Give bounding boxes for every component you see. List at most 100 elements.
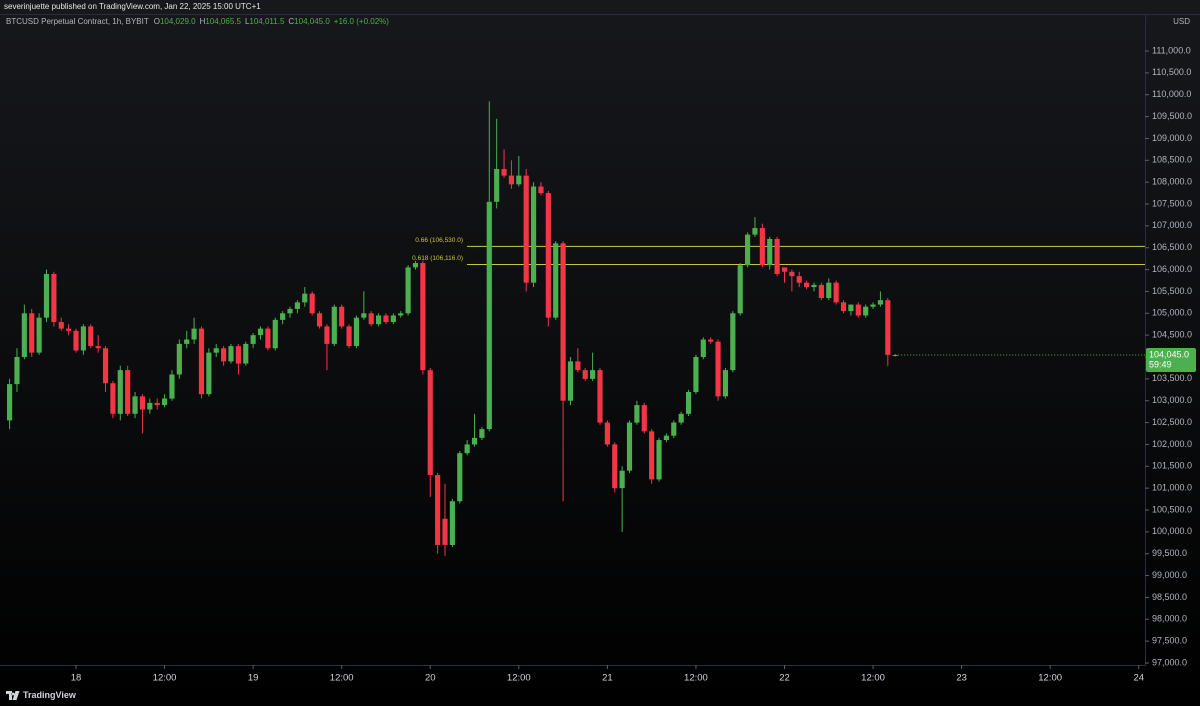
candle-body [102,348,109,384]
x-tick-label: 19 [248,673,259,684]
candle-body [206,352,212,395]
y-tick-label: 111,000.0 [1152,45,1191,55]
y-tick-label: 103,500.0 [1152,373,1192,383]
currency-label: USD [1173,17,1190,26]
candle-body [781,267,788,272]
candle-body [693,357,699,392]
candle-body [649,431,655,480]
candle-body [678,413,684,423]
candle-body [471,437,478,445]
readout-key: H [199,17,206,26]
y-tick-label: 99,500.0 [1152,548,1187,558]
candle-body [427,370,433,476]
candle-body [848,304,854,312]
y-tick-label: 102,500.0 [1152,417,1192,427]
x-tick-label: 12:00 [330,673,354,684]
x-tick-label: 12:00 [507,673,531,684]
candle-body [486,201,492,430]
brand-name: TradingView [23,690,76,700]
y-tick-label: 98,000.0 [1152,614,1187,624]
candle-body [154,402,160,406]
candle-body [7,384,13,421]
candle-body [435,475,441,545]
candle-body [309,293,315,314]
candle-body [641,405,647,432]
candle-body [604,422,610,445]
candle-body [516,175,522,185]
x-tick-label: 22 [779,673,790,684]
last-price-box [1146,348,1196,373]
candle-body [877,300,884,305]
countdown: 59:49 [1149,359,1172,369]
candle-body [361,313,367,318]
candle-body [250,335,256,344]
readout-key: C [288,17,295,26]
candle-body [383,315,389,323]
candle-body [95,346,101,349]
readout-value: 104,011.5 [249,17,285,26]
y-tick-label: 110,500.0 [1152,67,1191,77]
candle-body [368,313,374,325]
change: +16.0 (+0.02%) [333,17,389,26]
candle-body [265,328,271,349]
candle-body [767,238,773,266]
candle-body [892,355,898,357]
readout-key: L [244,17,250,26]
candle-body [523,175,529,283]
candle-body [287,308,293,314]
candle-body [147,402,153,410]
readout-value: 104,065.5 [205,17,241,26]
y-tick-label: 110,000.0 [1152,89,1191,99]
candle-body [833,282,839,303]
x-tick-label: 23 [956,673,967,684]
candle-body [804,282,810,288]
y-tick-label: 107,000.0 [1152,220,1192,230]
y-tick-label: 97,000.0 [1152,657,1187,667]
candle-body [626,422,633,471]
x-tick-label: 20 [425,673,436,684]
candle-body [390,315,396,323]
y-tick-label: 109,000.0 [1152,133,1192,143]
candle-body [176,343,182,375]
candle-body [280,313,286,320]
candle-body [811,284,817,288]
y-tick-label: 100,500.0 [1152,504,1192,514]
y-tick-label: 108,500.0 [1152,155,1192,165]
x-tick-label: 12:00 [1038,673,1062,684]
candle-body [331,306,337,344]
candle-body [597,370,603,423]
candle-body [730,313,736,371]
candle-body [110,383,116,414]
candle-body [272,319,278,349]
candle-body [243,343,249,364]
y-tick-label: 101,500.0 [1152,461,1192,471]
candle-body [302,293,308,303]
candle-body [420,263,426,371]
publisher-line: severinjuette published on TradingView.c… [4,2,261,11]
y-tick-label: 102,000.0 [1152,439,1192,449]
candle-body [774,238,780,274]
candle-body [863,306,869,316]
candle-body [442,518,448,545]
candle-body [494,169,500,202]
y-tick-label: 106,500.0 [1152,242,1192,252]
y-tick-label: 97,500.0 [1152,636,1187,646]
y-tick-label: 104,500.0 [1152,330,1192,340]
y-tick-label: 105,000.0 [1152,308,1192,318]
candle-body [29,313,35,353]
candle-body [132,396,138,414]
candle-body [567,361,574,401]
readout-value: 104,029.0 [159,17,196,26]
candle-body [464,444,470,454]
candle-body [294,302,300,309]
fib-label: 0.66 (106,530.0) [415,237,463,244]
candle-body [221,348,227,362]
candle-body [685,391,692,414]
candle-body [722,370,729,397]
candle-body [257,328,264,336]
candle-body [161,398,168,406]
candle-body [184,339,190,344]
candle-body [457,453,463,502]
candle-body [228,346,234,362]
brand-logo [6,690,20,700]
